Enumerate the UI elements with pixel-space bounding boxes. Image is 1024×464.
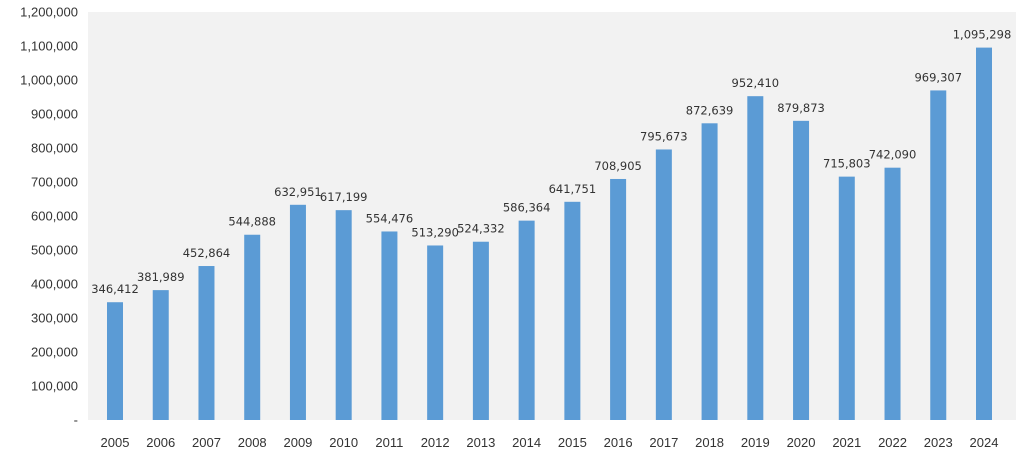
bar-2019 xyxy=(747,96,764,420)
bar-2012 xyxy=(427,245,444,420)
x-axis: 2005 2006 2007 2008 2009 2010 2011 2012 2013 2014… xyxy=(101,435,999,450)
data-label-2007: 452,864 xyxy=(183,246,231,260)
data-label-2021: 715,803 xyxy=(823,157,871,171)
x-tick-label: 2011 xyxy=(375,435,403,450)
bar-2020 xyxy=(793,120,810,421)
data-label-2009: 632,951 xyxy=(274,185,322,199)
bar-2007 xyxy=(198,266,215,420)
y-tick-label: 300,000 xyxy=(31,311,78,326)
y-tick-label: 1,000,000 xyxy=(20,73,78,88)
data-label-2016: 708,905 xyxy=(594,159,642,173)
x-tick-label: 2019 xyxy=(741,435,770,450)
x-tick-label: 2023 xyxy=(924,435,953,450)
x-tick-label: 2021 xyxy=(832,435,861,450)
x-tick-label: 2009 xyxy=(283,435,312,450)
data-label-2024: 1,095,298 xyxy=(953,28,1012,42)
x-tick-label: 2014 xyxy=(512,435,541,450)
x-tick-label: 2016 xyxy=(604,435,633,450)
data-label-2017: 795,673 xyxy=(640,129,688,143)
y-tick-label: - xyxy=(74,413,78,428)
data-label-2020: 879,873 xyxy=(777,101,825,115)
data-label-2012: 513,290 xyxy=(411,225,459,239)
data-label-2022: 742,090 xyxy=(869,148,917,162)
y-tick-label: 500,000 xyxy=(31,243,78,258)
x-tick-label: 2022 xyxy=(878,435,907,450)
x-tick-label: 2017 xyxy=(649,435,678,450)
data-label-2011: 554,476 xyxy=(366,211,414,225)
x-tick-label: 2008 xyxy=(238,435,267,450)
x-tick-label: 2012 xyxy=(421,435,450,450)
x-tick-label: 2020 xyxy=(787,435,816,450)
bar-2021 xyxy=(838,176,855,420)
x-tick-label: 2024 xyxy=(970,435,999,450)
y-tick-label: 600,000 xyxy=(31,209,78,224)
x-tick-label: 2013 xyxy=(466,435,495,450)
y-tick-label: 1,200,000 xyxy=(20,5,78,20)
y-tick-label: 800,000 xyxy=(31,141,78,156)
bar-2008 xyxy=(244,234,261,420)
bar-2005 xyxy=(107,302,123,420)
x-tick-label: 2018 xyxy=(695,435,724,450)
bar-series xyxy=(107,47,992,421)
bar-2011 xyxy=(381,231,398,420)
y-tick-label: 400,000 xyxy=(31,277,78,292)
data-label-2008: 544,888 xyxy=(228,215,276,229)
y-tick-label: 1,100,000 xyxy=(20,39,78,54)
data-label-2013: 524,332 xyxy=(457,222,505,236)
bar-2018 xyxy=(701,123,718,421)
plot-area xyxy=(88,12,1016,420)
y-tick-label: 200,000 xyxy=(31,345,78,360)
bar-2015 xyxy=(564,201,581,420)
bar-2023 xyxy=(930,90,947,421)
data-label-2010: 617,199 xyxy=(320,190,368,204)
x-tick-label: 2005 xyxy=(101,435,130,450)
bar-2024 xyxy=(976,47,992,420)
data-label-2023: 969,307 xyxy=(914,70,962,84)
y-tick-label: 900,000 xyxy=(31,107,78,122)
x-tick-label: 2006 xyxy=(146,435,175,450)
x-tick-label: 2015 xyxy=(558,435,587,450)
x-tick-label: 2007 xyxy=(192,435,221,450)
data-label-2006: 381,989 xyxy=(137,270,185,284)
bar-2014 xyxy=(518,220,535,420)
bar-2006 xyxy=(152,290,169,420)
bar-2016 xyxy=(610,178,627,420)
bar-2022 xyxy=(884,167,901,420)
y-axis: - 100,000 200,000 300,000 400,000 500,000 600,… xyxy=(20,5,78,428)
data-label-2014: 586,364 xyxy=(503,201,551,215)
bar-2009 xyxy=(289,204,306,420)
data-label-2019: 952,410 xyxy=(732,76,780,90)
x-tick-label: 2010 xyxy=(329,435,358,450)
bar-2010 xyxy=(335,210,352,420)
data-label-2015: 641,751 xyxy=(549,182,597,196)
y-tick-label: 700,000 xyxy=(31,175,78,190)
y-tick-label: 100,000 xyxy=(31,379,78,394)
bar-2013 xyxy=(472,241,489,420)
data-label-2018: 872,639 xyxy=(686,103,734,117)
bar-2017 xyxy=(655,149,672,420)
data-label-2005: 346,412 xyxy=(91,282,139,296)
